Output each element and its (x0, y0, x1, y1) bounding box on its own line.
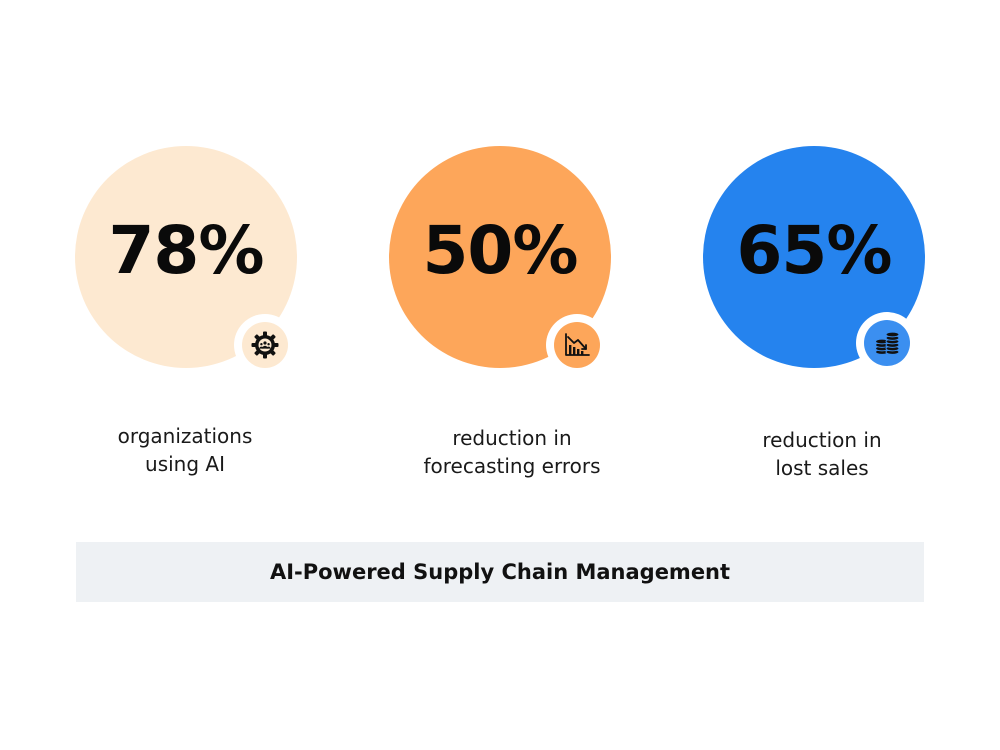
stat-value: 50% (422, 212, 579, 289)
declining-chart-icon (565, 333, 590, 356)
stat-forecasting-errors: 50% (389, 146, 611, 376)
title-banner: AI-Powered Supply Chain Management (76, 542, 924, 602)
stat-circle: 50% (389, 146, 611, 368)
stat-value: 78% (108, 212, 265, 289)
stat-value: 65% (736, 212, 893, 289)
stat-lost-sales: 65% (703, 146, 925, 374)
stat-caption: organizations using AI (117, 424, 253, 476)
icon-badge (546, 314, 608, 376)
coin-stacks-icon (875, 331, 900, 355)
page-title: AI-Powered Supply Chain Management (269, 560, 731, 584)
icon-badge (234, 314, 296, 376)
icon-badge (856, 312, 918, 374)
stat-caption: reduction in lost sales (762, 428, 882, 480)
gear-people-icon (251, 331, 279, 359)
stat-organizations-using-ai: 78% (75, 146, 297, 376)
stat-circle: 78% (75, 146, 297, 368)
stat-caption: reduction in forecasting errors (423, 426, 601, 478)
